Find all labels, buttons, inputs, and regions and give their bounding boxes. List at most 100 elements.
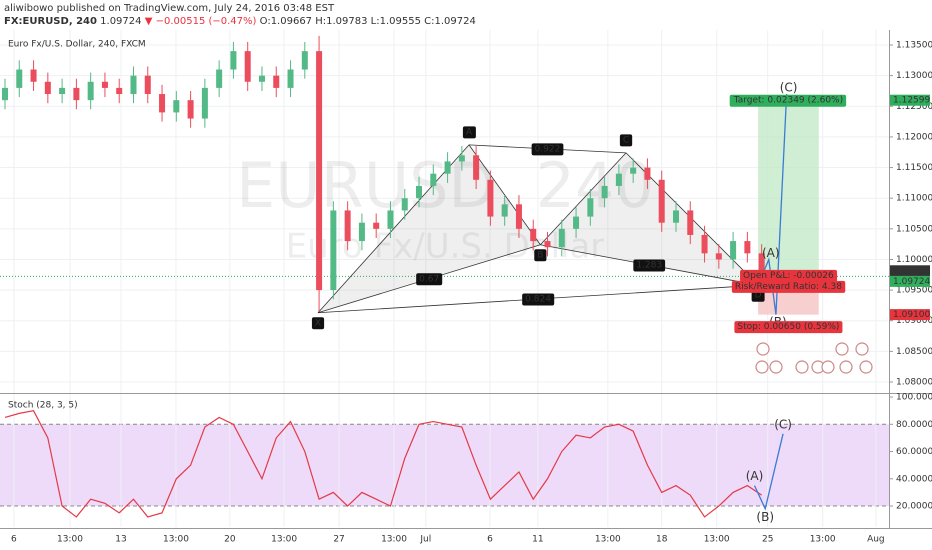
x-tick-label: Aug [867, 535, 885, 545]
price-tag-label: 1.09100 [893, 310, 930, 320]
symbol: FX:EURUSD, 240 [4, 16, 97, 27]
candle-body [73, 87, 80, 101]
watermark: EURUSD, 240 [236, 149, 654, 222]
candle-body [258, 75, 265, 82]
pnl-label: Open P&L: -0.00026 [743, 271, 834, 281]
candle-body [373, 222, 380, 229]
x-tick-label: 27 [333, 535, 344, 545]
rr-label-bg [731, 280, 846, 293]
stoch-y-tick-label: 100.0000 [896, 393, 932, 403]
candle-body [573, 216, 580, 229]
candle-body [130, 75, 137, 95]
ratio-label-bg [522, 293, 555, 306]
candle-body [615, 173, 622, 186]
candle-body [672, 210, 679, 223]
x-tick-label: Jul [419, 535, 431, 545]
candle-body [701, 234, 708, 254]
candle-body [387, 210, 394, 229]
candle-body [344, 210, 351, 242]
price-tag [890, 265, 930, 277]
candle-body [44, 81, 51, 95]
y-tick-label: 1.12000 [896, 132, 932, 142]
x-tick-label: 20 [224, 535, 236, 545]
price-tag [890, 275, 930, 287]
y-tick-label: 1.09000 [896, 316, 932, 326]
x-tick-label: 13:00 [57, 535, 83, 545]
x-tick-label: 13:00 [381, 535, 407, 545]
candle-body [173, 100, 180, 113]
candle-body [587, 198, 594, 217]
y-tick-label: 1.13000 [896, 71, 932, 81]
y-tick-label: 1.10000 [896, 255, 932, 265]
pattern-point-label-bg [619, 134, 633, 147]
target-label-bg [729, 94, 847, 107]
x-tick-label: 13:00 [595, 535, 621, 545]
stoch-projection-label: (A) [746, 469, 764, 483]
stop-label: Stop: 0.00650 (0.59%) [737, 322, 839, 332]
candle-body [416, 185, 423, 199]
y-tick-label: 1.11000 [896, 194, 932, 204]
pattern-point-label: D [755, 291, 762, 301]
pattern-leg [317, 144, 470, 314]
pattern-point-label-bg [534, 249, 547, 262]
y-tick-label: 1.08500 [896, 347, 932, 357]
pattern-xab [318, 144, 541, 313]
ratio-label-bg [531, 143, 564, 156]
candle-body [473, 155, 480, 180]
stoch-line [4, 409, 762, 518]
candle-body [658, 179, 665, 223]
ohlc: O:1.09667 H:1.09783 L:1.09555 C:1.09724 [260, 16, 476, 27]
pattern-point-label-bg [311, 317, 325, 330]
candle-body [730, 241, 737, 260]
pattern-point-label: A [466, 127, 473, 137]
y-tick-label: 1.09500 [896, 286, 932, 296]
y-tick-label: 1.11500 [896, 163, 932, 173]
x-tick-label: 25 [762, 535, 773, 545]
rr-label: Risk/Reward Ratio: 4.38 [735, 282, 842, 292]
candle-body [558, 228, 565, 248]
price-tag-label: 1.09750 [893, 266, 930, 276]
ratio-label: 0.67 [419, 274, 439, 284]
target-zone [758, 100, 819, 277]
candle-body [744, 241, 751, 254]
x-tick-label: 11 [532, 535, 543, 545]
candle-body [30, 69, 37, 82]
x-tick-label: 6 [487, 535, 493, 545]
x-tick-label: 13:00 [704, 535, 730, 545]
pattern-point-label-bg [462, 126, 476, 139]
candle-body [401, 198, 408, 211]
price-tag [890, 309, 930, 321]
stoch-y-tick-label: 40.0000 [896, 474, 932, 484]
candle-body [144, 75, 151, 95]
candle-body [59, 87, 66, 95]
y-tick-label: 1.12500 [896, 102, 932, 112]
candle-body [87, 81, 94, 101]
target-label: Target: 0.02349 (2.60%) [733, 96, 843, 106]
price-tag-label: 1.09724 [893, 277, 930, 287]
stoch-band [0, 424, 889, 507]
candle-body [630, 167, 637, 174]
projection-label: (A) [762, 246, 780, 260]
candle-body [330, 210, 337, 291]
author-line: aliwibowo published on TradingView.com, … [4, 3, 335, 14]
candle-body [230, 51, 237, 70]
projection-label: (C) [780, 81, 798, 95]
ratio-label-bg [633, 259, 666, 272]
candle-body [687, 210, 694, 235]
candle-body [216, 69, 223, 88]
legend: Euro Fx/U.S. Dollar, 240, FXCM [8, 40, 146, 50]
ratio-label: 0.922 [535, 144, 561, 154]
pattern-point-label: X [315, 318, 321, 328]
ratio-label-bg [416, 273, 443, 286]
candle-body [515, 204, 522, 229]
x-tick-label: 18 [656, 535, 668, 545]
candle-body [301, 51, 308, 70]
y-tick-label: 1.13500 [896, 41, 932, 51]
candle-body [2, 87, 8, 101]
y-tick-label: 1.10500 [896, 224, 932, 234]
candle-body [316, 51, 323, 291]
candle-body [458, 155, 465, 162]
ratio-label: 0.824 [525, 294, 551, 304]
x-tick-label: 6 [11, 535, 17, 545]
candle-body [758, 253, 765, 277]
